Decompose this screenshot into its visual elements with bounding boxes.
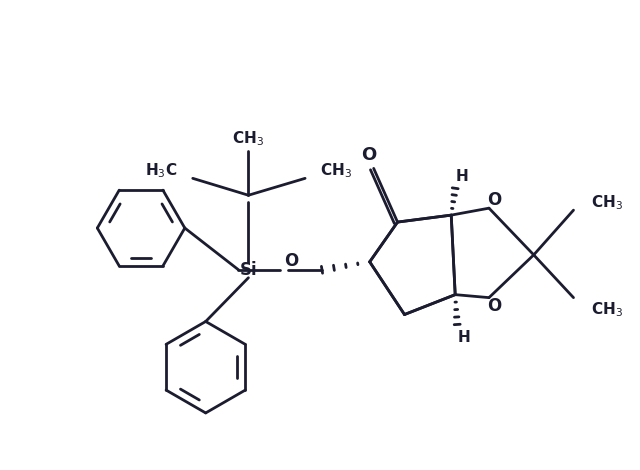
- Text: H$_3$C: H$_3$C: [145, 161, 177, 180]
- Text: CH$_3$: CH$_3$: [232, 129, 264, 148]
- Text: O: O: [487, 297, 501, 314]
- Text: O: O: [487, 191, 501, 209]
- Text: CH$_3$: CH$_3$: [591, 300, 623, 319]
- Text: O: O: [361, 147, 376, 164]
- Text: CH$_3$: CH$_3$: [320, 161, 352, 180]
- Text: H: H: [458, 330, 470, 345]
- Text: H: H: [456, 169, 468, 184]
- Text: Si: Si: [239, 261, 257, 279]
- Text: O: O: [284, 252, 298, 270]
- Text: CH$_3$: CH$_3$: [591, 193, 623, 212]
